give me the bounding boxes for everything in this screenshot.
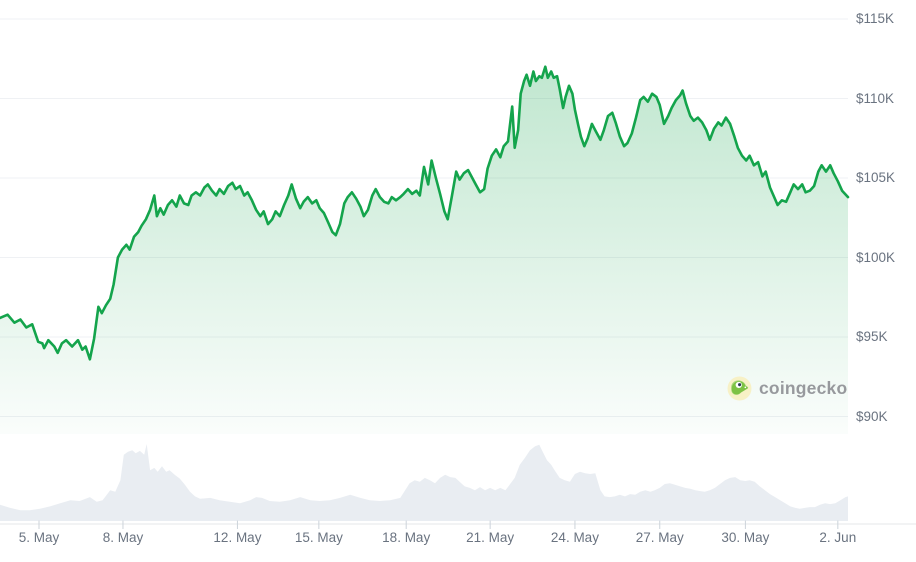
price-line — [0, 65, 850, 361]
x-axis-label: 30. May — [721, 530, 770, 545]
volume-area — [0, 444, 848, 521]
y-axis-label: $115K — [856, 11, 895, 26]
x-axis-label: 8. May — [102, 530, 144, 545]
x-axis-label: 12. May — [213, 530, 262, 545]
y-axis-label: $90K — [856, 408, 888, 424]
x-axis-label: 27. May — [635, 530, 684, 545]
y-axis-label: $110K — [856, 90, 895, 106]
coingecko-watermark[interactable]: coingecko — [727, 376, 847, 401]
y-axis-label: $95K — [856, 329, 888, 344]
x-axis-label: 24. May — [550, 530, 599, 545]
y-axis-label: $100K — [856, 249, 896, 265]
x-axis-label: 2. Jun — [819, 530, 857, 545]
x-axis-label: 18. May — [382, 530, 431, 545]
coingecko-wordmark: coingecko — [759, 378, 848, 398]
price-area-fill — [0, 66, 848, 434]
x-axis-label: 5. May — [18, 530, 60, 545]
coingecko-logo-icon — [727, 376, 752, 401]
y-axis-label: $105K — [856, 170, 896, 185]
x-axis-tick-marks — [38, 520, 839, 529]
x-axis-label: 21. May — [466, 530, 515, 545]
x-axis-label: 15. May — [294, 530, 343, 545]
